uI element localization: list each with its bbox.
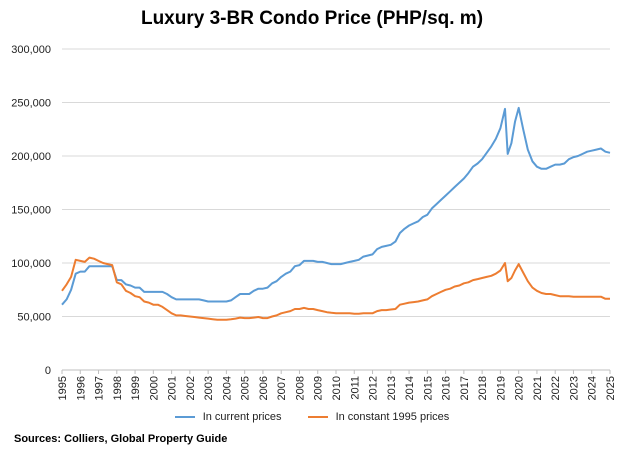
x-tick-label: 2007 xyxy=(276,376,288,400)
x-tick-label: 2008 xyxy=(294,376,306,400)
legend: In current prices In constant 1995 price… xyxy=(0,411,624,423)
x-tick-label: 2017 xyxy=(459,376,471,400)
x-tick-label: 2001 xyxy=(167,376,179,400)
y-tick-label: 100,000 xyxy=(11,258,51,270)
x-tick-label: 2002 xyxy=(185,376,197,400)
x-tick-label: 2010 xyxy=(331,376,343,400)
x-tick-label: 2014 xyxy=(404,376,416,400)
x-tick-label: 2006 xyxy=(258,376,270,400)
x-tick-label: 2000 xyxy=(148,376,160,400)
y-tick-label: 200,000 xyxy=(11,151,51,163)
series-line-current-prices xyxy=(61,106,611,306)
x-tick-label: 2018 xyxy=(477,376,489,400)
x-tick-label: 2023 xyxy=(568,376,580,400)
x-tick-label: 2016 xyxy=(441,376,453,400)
legend-label-constant: In constant 1995 prices xyxy=(335,411,450,423)
x-tick-label: 2013 xyxy=(386,376,398,400)
x-tick-label: 1999 xyxy=(130,376,142,400)
legend-swatch-current xyxy=(174,416,195,418)
x-tick-label: 2022 xyxy=(550,376,562,400)
x-tick-label: 1998 xyxy=(112,376,124,400)
x-tick-label: 2012 xyxy=(368,376,380,400)
x-tick-label: 2004 xyxy=(221,376,233,400)
x-tick-label: 2019 xyxy=(495,376,507,400)
legend-swatch-constant xyxy=(307,416,328,418)
y-tick-label: 250,000 xyxy=(11,98,51,110)
source-note: Sources: Colliers, Global Property Guide xyxy=(14,433,228,445)
x-tick-label: 2015 xyxy=(422,376,434,400)
y-tick-label: 300,000 xyxy=(11,44,51,56)
legend-item-current: In current prices xyxy=(174,411,282,423)
legend-item-constant: In constant 1995 prices xyxy=(307,411,450,423)
x-tick-label: 2020 xyxy=(514,376,526,400)
x-tick-label: 1996 xyxy=(75,376,87,400)
x-tick-label: 2021 xyxy=(532,376,544,400)
x-tick-label: 2024 xyxy=(587,376,599,400)
legend-label-current: In current prices xyxy=(202,411,282,423)
x-tick-label: 2009 xyxy=(313,376,325,400)
series-line-constant-1995-prices xyxy=(61,256,610,321)
y-tick-label: 150,000 xyxy=(11,205,51,217)
y-tick-label: 50,000 xyxy=(17,312,51,324)
x-tick-label: 2025 xyxy=(605,376,617,400)
x-tick-label: 2003 xyxy=(203,376,215,400)
chart-title: Luxury 3-BR Condo Price (PHP/sq. m) xyxy=(140,8,484,29)
x-tick-label: 1995 xyxy=(57,376,69,400)
x-tick-label: 2005 xyxy=(240,376,252,400)
y-tick-label: 0 xyxy=(45,365,51,377)
x-tick-label: 2011 xyxy=(349,376,361,400)
x-tick-label: 1997 xyxy=(94,376,106,400)
